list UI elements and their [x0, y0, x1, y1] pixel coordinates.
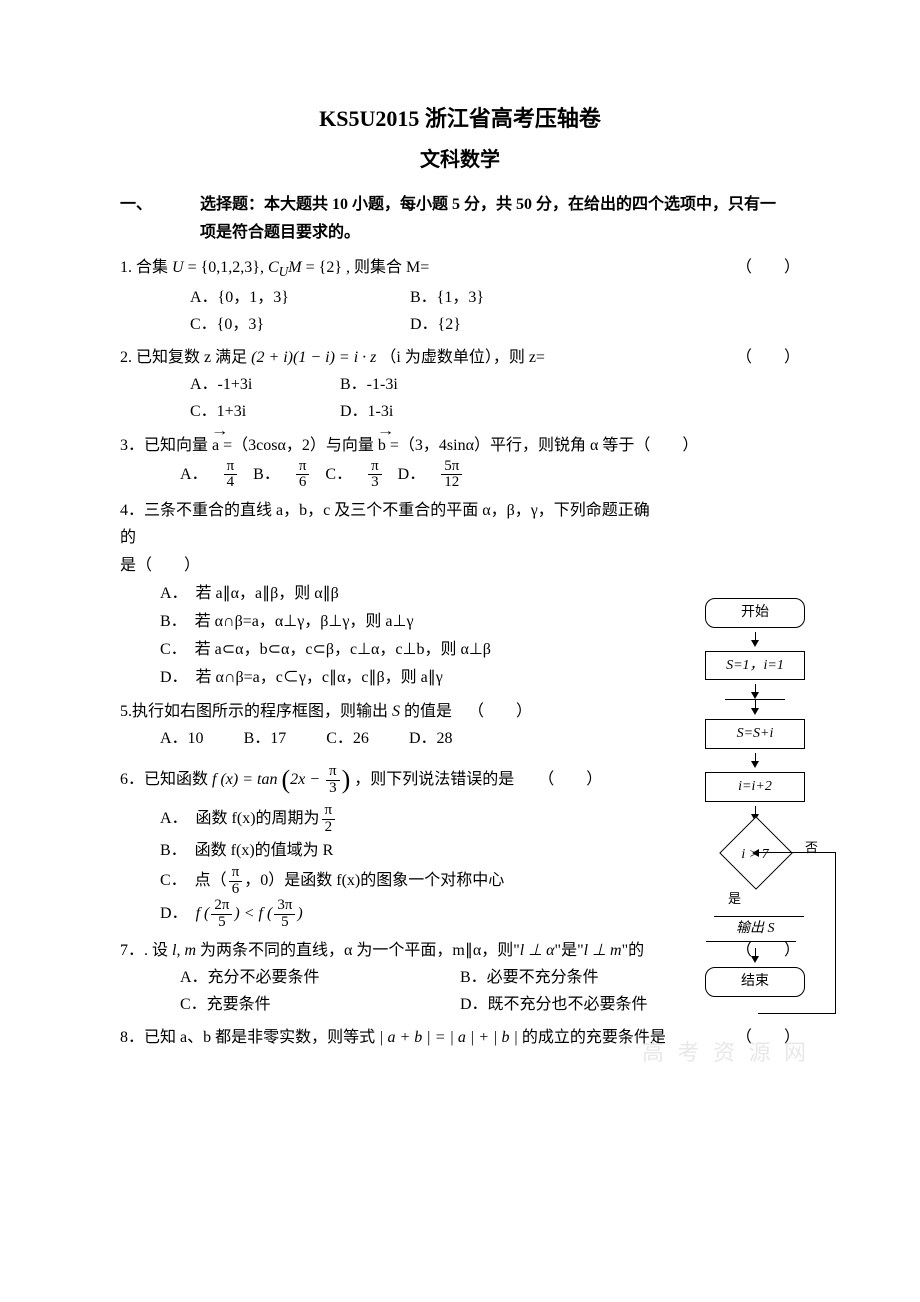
section-text-1: 选择题：本大题共 10 小题，每小题 5 分，共 50 分，在给出的四个选项中，… — [200, 196, 776, 213]
q6-inside-a: 2x − — [290, 771, 324, 788]
q4-opt-d: D． 若 α∩β=a，c⊂γ，c∥α，c∥β，则 a∥γ — [160, 664, 660, 691]
q8-stem-b: 的成立的充要条件是 — [518, 1029, 666, 1046]
q7-la: l ⊥ α — [520, 942, 555, 959]
q2-paren: （ ） — [736, 344, 800, 371]
question-2: 2. 已知复数 z 满足 (2 + i)(1 − i) = i · z （i 为… — [120, 344, 800, 426]
q8-math: | a + b | = | a | + | b | — [379, 1029, 518, 1046]
q6-inside-frac: π3 — [326, 764, 340, 797]
q1-set2: = {2} — [302, 259, 342, 276]
q7-lm2: l ⊥ m — [584, 942, 622, 959]
q2-math: (2 + i)(1 − i) = i · z — [251, 349, 376, 366]
q1-paren: （ ） — [736, 254, 800, 281]
flow-output: 输出 S — [706, 916, 804, 942]
q5-opt-a: A．10 — [160, 725, 204, 752]
q3-opt-b-label: B． — [253, 461, 280, 488]
flowchart: 开始 S=1，i=1 S=S+i i=i+2 i > 7 否 是 输出 S 结束 — [690, 594, 820, 1001]
q5-stem: 5.执行如右图所示的程序框图，则输出 S 的值是 （ ） — [120, 703, 532, 720]
flow-init: S=1，i=1 — [705, 651, 805, 681]
q5-opt-d: D．28 — [409, 725, 453, 752]
flow-no-label: 否 — [805, 837, 818, 859]
question-3: 3．已知向量 a =（3cosα，2）与向量 b =（3，4sinα）平行，则锐… — [120, 432, 800, 492]
section-label: 一、 — [120, 196, 152, 213]
q1-opt-d: D．{2} — [410, 311, 590, 338]
q1-M: M — [288, 259, 301, 276]
title-main: KS5U2015 浙江省高考压轴卷 — [120, 100, 800, 137]
q3-mid2: =（3，4sinα）平行，则锐角 α 等于（ ） — [390, 437, 698, 454]
section-text-2: 项是符合题目要求的。 — [120, 219, 800, 246]
q2-stem-a: 2. 已知复数 z 满足 — [120, 349, 251, 366]
q4-stem1: 4．三条不重合的直线 a，b，c 及三个不重合的平面 α，β，γ，下列命题正确的 — [120, 497, 660, 551]
q7-stem-c: "是" — [555, 942, 584, 959]
q6-fx: f (x) = tan — [212, 771, 277, 788]
q1-Csub: U — [279, 264, 289, 279]
q4-opt-a: A． 若 a∥α，a∥β，则 α∥β — [160, 580, 660, 607]
title-sub: 文科数学 — [120, 143, 800, 177]
q1-U: U — [172, 259, 184, 276]
flow-start: 开始 — [705, 598, 805, 628]
q1-stem-a: 1. 合集 — [120, 259, 168, 276]
q2-opt-b: B．-1-3i — [340, 371, 490, 398]
q1-opt-a: A．{0，1，3} — [190, 284, 370, 311]
q5-opt-b: B．17 — [244, 725, 287, 752]
q4-opt-b: B． 若 α∩β=a，α⊥γ，β⊥γ，则 a⊥γ — [160, 608, 660, 635]
q8-stem-a: 8．已知 a、b 都是非零实数，则等式 — [120, 1029, 379, 1046]
q7-opt-a: A．充分不必要条件 — [180, 964, 460, 991]
q3-vec-b: b — [378, 432, 386, 459]
q7-stem-a: 7．. 设 — [120, 942, 172, 959]
q7-stem-d: "的 — [622, 942, 645, 959]
flow-step2: i=i+2 — [705, 772, 805, 802]
q1-opt-c: C．{0，3} — [190, 311, 370, 338]
content-area: 开始 S=1，i=1 S=S+i i=i+2 i > 7 否 是 输出 S 结束… — [120, 254, 800, 1052]
q1-C: C — [268, 259, 279, 276]
q7-opt-c: C．充要条件 — [180, 991, 460, 1018]
q7-stem-b: 为两条不同的直线，α 为一个平面，m∥α，则" — [196, 942, 520, 959]
q3-stem-a: 3．已知向量 — [120, 437, 208, 454]
q2-opt-d: D．1-3i — [340, 398, 490, 425]
flow-step1: S=S+i — [705, 719, 805, 749]
q3-frac-b: π6 — [296, 459, 310, 492]
q3-vec-a: a — [212, 432, 219, 459]
q3-frac-d: 5π12 — [441, 459, 462, 492]
q3-opt-c-label: C． — [325, 461, 352, 488]
section-heading: 一、 选择题：本大题共 10 小题，每小题 5 分，共 50 分，在给出的四个选… — [120, 191, 800, 245]
q6-stem-a: 6．已知函数 — [120, 771, 212, 788]
q3-mid1: =（3cosα，2）与向量 — [223, 437, 374, 454]
q6-stem-b: ，则下列说法错误的是 （ ） — [354, 771, 602, 788]
question-8: 8．已知 a、b 都是非零实数，则等式 | a + b | = | a | + … — [120, 1024, 800, 1051]
q1-opt-b: B．{1，3} — [410, 284, 590, 311]
q1-stem-b: , 则集合 M= — [346, 259, 429, 276]
q4-opt-c: C． 若 a⊂α，b⊂α，c⊂β，c⊥α，c⊥b，则 α⊥β — [160, 636, 660, 663]
q4-stem2: 是（ ） — [120, 552, 660, 579]
flow-end: 结束 — [705, 967, 805, 997]
q5-opt-c: C．26 — [326, 725, 369, 752]
q2-stem-b: （i 为虚数单位），则 z= — [380, 349, 545, 366]
q3-opt-a-label: A． — [180, 461, 208, 488]
q3-frac-c: π3 — [368, 459, 382, 492]
q2-opt-a: A．-1+3i — [190, 371, 340, 398]
q8-paren: （ ） — [736, 1024, 800, 1051]
flow-decision: i > 7 否 — [720, 829, 790, 874]
question-1: 1. 合集 U = {0,1,2,3}, CUM = {2} , 则集合 M= … — [120, 254, 800, 338]
flow-yes-label: 是 — [728, 888, 820, 910]
q3-frac-a: π4 — [224, 459, 238, 492]
question-4: 4．三条不重合的直线 a，b，c 及三个不重合的平面 α，β，γ，下列命题正确的… — [120, 497, 660, 691]
q1-set1: = {0,1,2,3}, — [184, 259, 268, 276]
q3-opt-d-label: D． — [398, 461, 426, 488]
q7-lm: l, m — [172, 942, 196, 959]
